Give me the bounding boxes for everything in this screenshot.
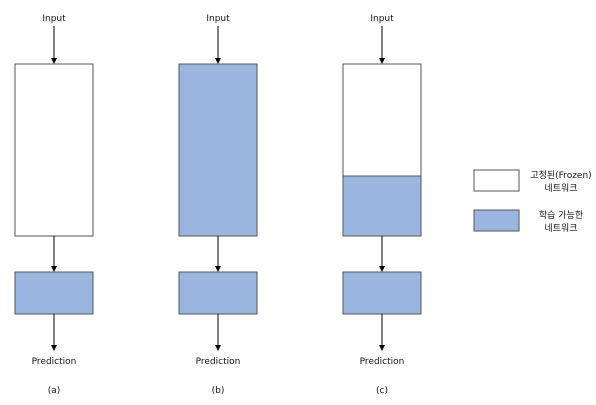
- prediction-label: Prediction: [32, 357, 77, 367]
- legend-frozen-swatch: [473, 169, 520, 192]
- trainable-network-block: [178, 63, 258, 237]
- caption-b: (b): [212, 386, 225, 396]
- legend-trainable-line1: 학습 가능한: [539, 210, 583, 221]
- input-label: Input: [206, 14, 230, 24]
- frozen-network-block: [342, 63, 422, 177]
- frozen-network-block: [14, 63, 94, 237]
- caption-c: (c): [376, 386, 388, 396]
- legend-frozen-line1: 고정된(Frozen): [530, 169, 591, 181]
- column-c: Input Prediction (c): [342, 14, 422, 396]
- legend-trainable-line2: 네트워크: [544, 223, 577, 234]
- trainable-head-block: [178, 271, 258, 315]
- legend-frozen-line2: 네트워크: [544, 183, 577, 194]
- input-label: Input: [370, 14, 394, 24]
- prediction-label: Prediction: [196, 357, 241, 367]
- column-a: Input Prediction (a): [14, 14, 94, 396]
- trainable-head-block: [14, 271, 94, 315]
- column-b: Input Prediction (b): [178, 14, 258, 396]
- prediction-label: Prediction: [360, 357, 405, 367]
- caption-a: (a): [48, 386, 61, 396]
- legend-trainable-swatch: [473, 209, 520, 232]
- input-label: Input: [42, 14, 66, 24]
- trainable-head-block: [342, 271, 422, 315]
- legend: 고정된(Frozen) 네트워크 학습 가능한 네트워크: [473, 169, 592, 234]
- trainable-network-block: [342, 175, 422, 237]
